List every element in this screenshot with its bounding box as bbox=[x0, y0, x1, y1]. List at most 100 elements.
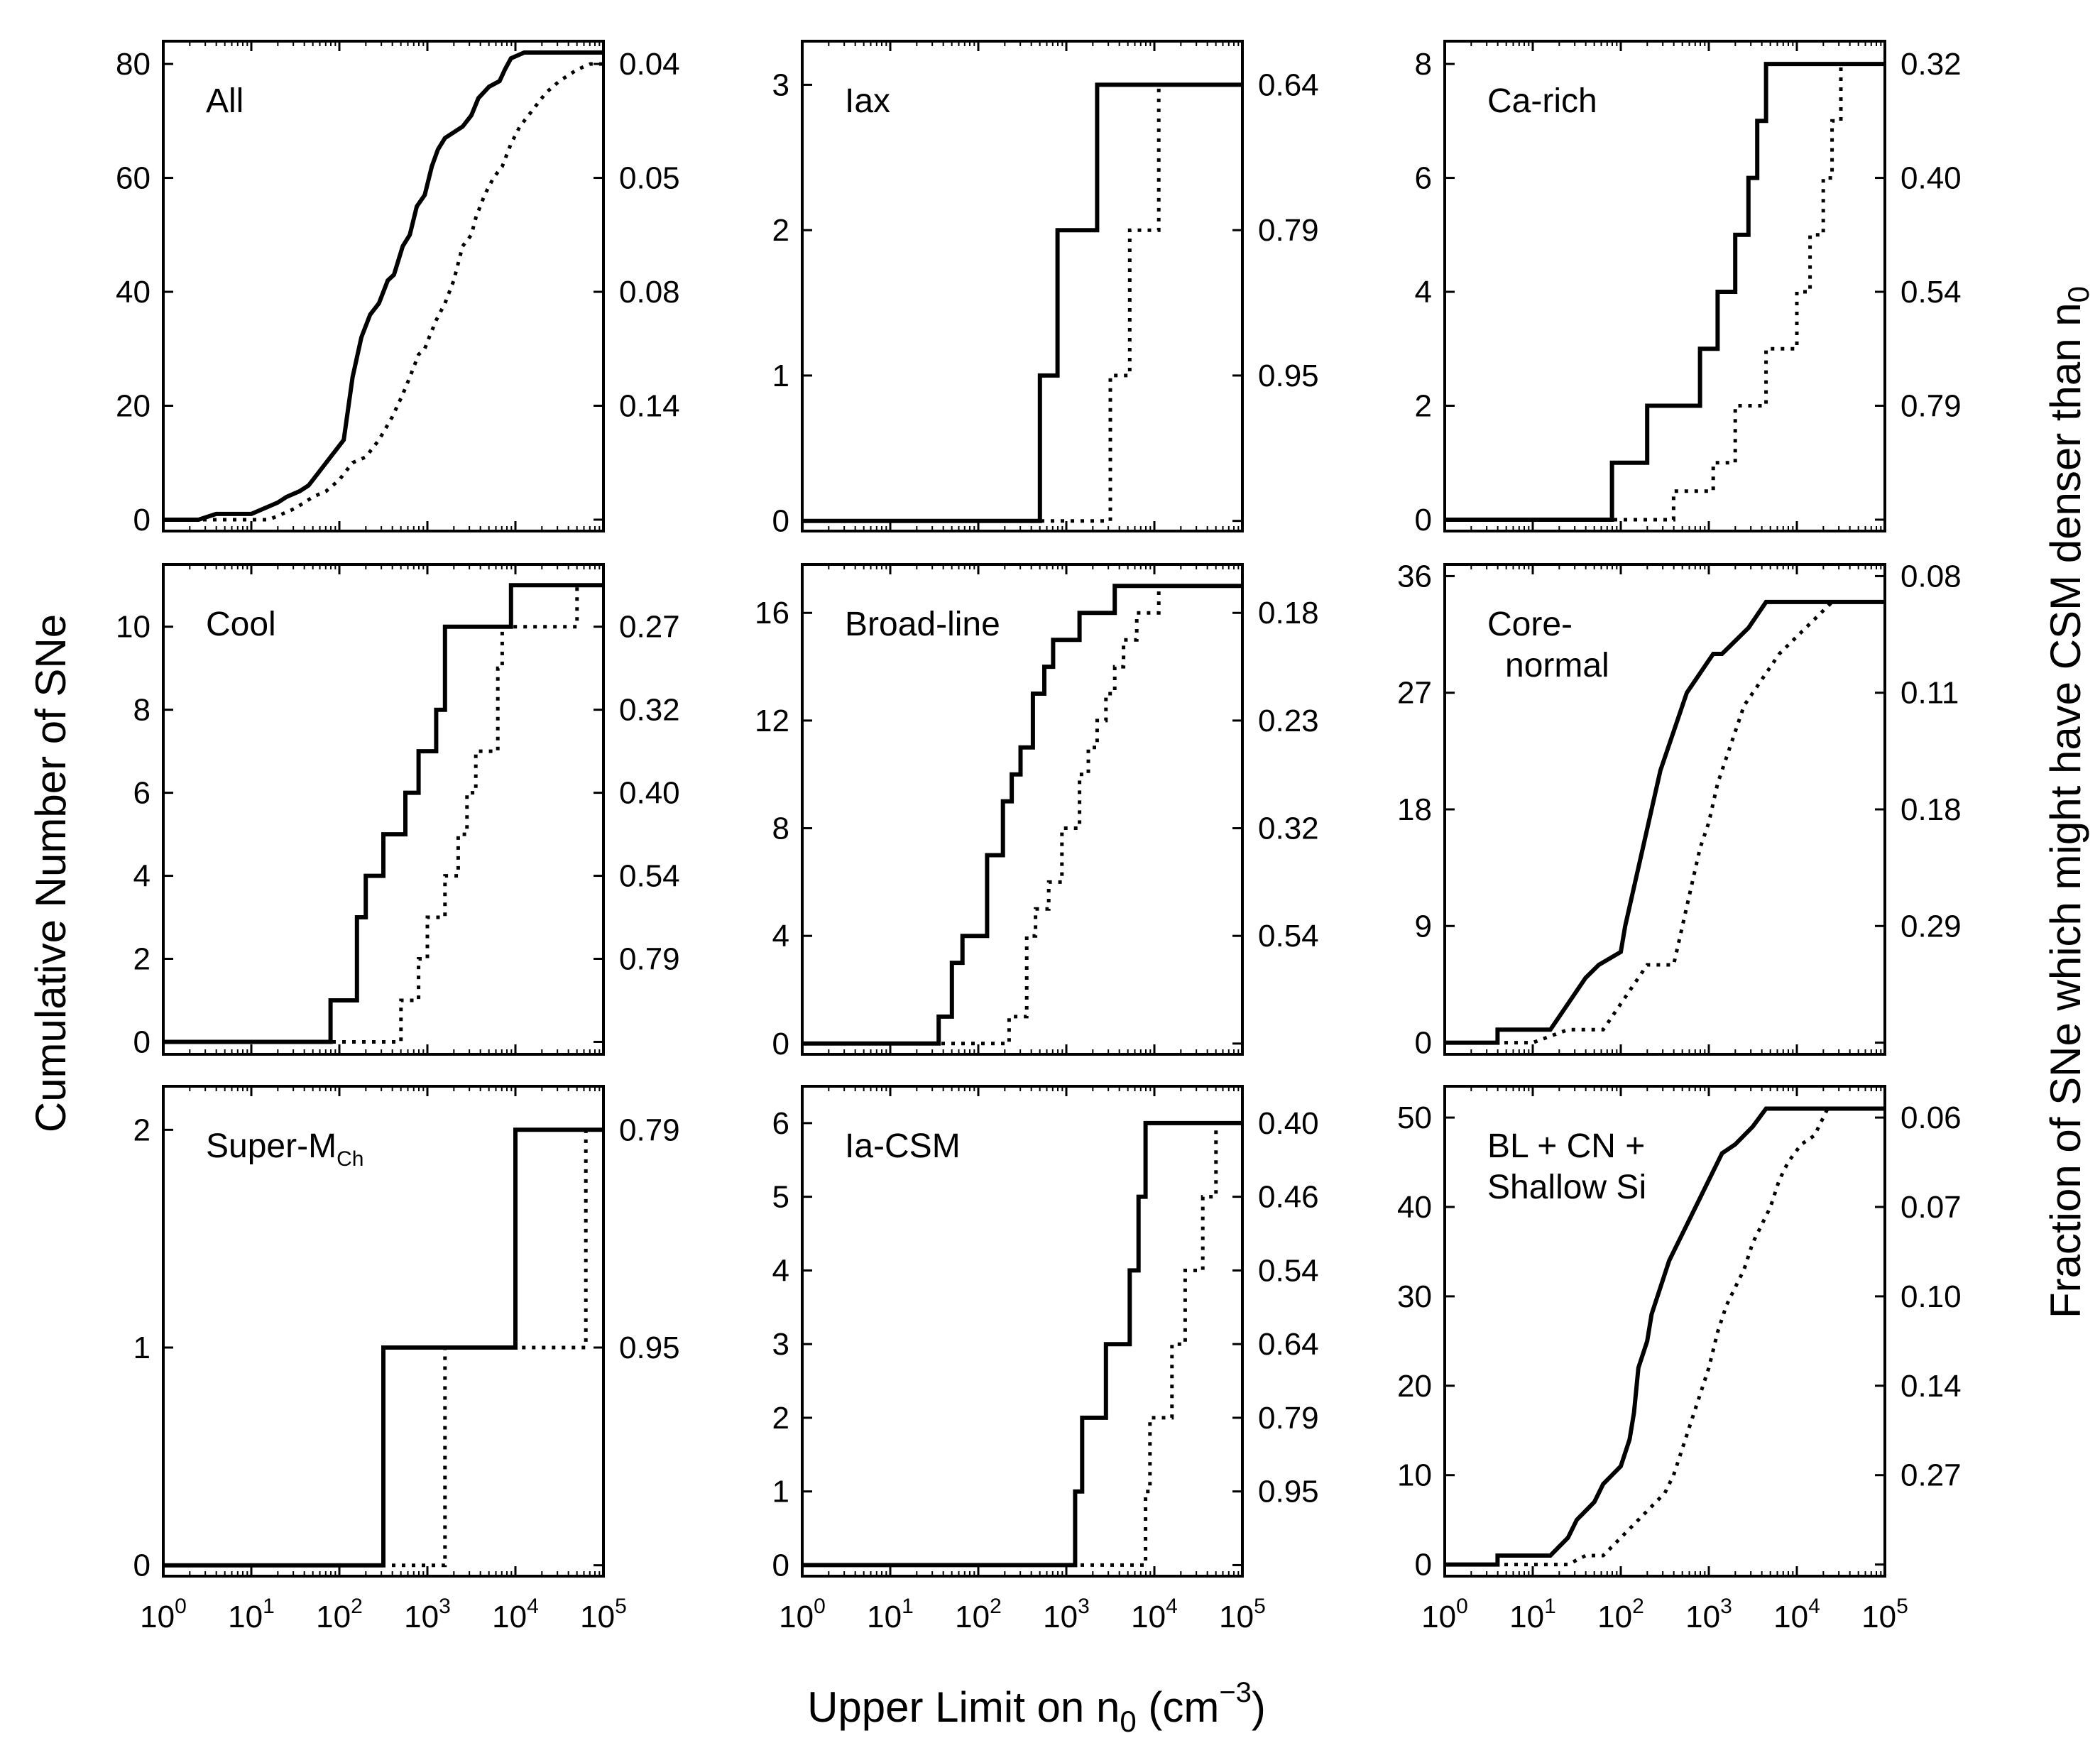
y-tick-label: 0 bbox=[1415, 503, 1432, 537]
x-tick-label: 103 bbox=[1043, 1595, 1090, 1634]
right-tick-label: 0.32 bbox=[1901, 47, 1962, 82]
y-tick-label: 2 bbox=[133, 942, 151, 977]
x-tick-base: 10 bbox=[1597, 1600, 1632, 1634]
panel-label-sub: Ch bbox=[337, 1147, 363, 1171]
x-tick-label: 100 bbox=[1421, 1595, 1468, 1634]
right-tick-label: 0.64 bbox=[1258, 1327, 1319, 1362]
series-dotted-line bbox=[163, 1127, 603, 1568]
right-tick-label: 0.32 bbox=[619, 693, 680, 728]
x-tick-base: 10 bbox=[316, 1600, 351, 1634]
x-axis-title-units: (cm bbox=[1137, 1683, 1220, 1731]
series-solid-line bbox=[163, 1127, 603, 1568]
series-solid-line bbox=[163, 583, 603, 1044]
x-tick-label: 100 bbox=[779, 1595, 826, 1634]
series-solid-line bbox=[163, 50, 603, 522]
y-tick-label: 18 bbox=[1397, 792, 1432, 827]
x-tick-exp: 5 bbox=[1896, 1595, 1908, 1618]
x-tick-base: 10 bbox=[228, 1600, 263, 1634]
right-tick-label: 0.64 bbox=[1258, 67, 1319, 102]
series-dotted-line bbox=[1445, 600, 1885, 1045]
right-tick-label: 0.54 bbox=[1258, 1253, 1319, 1288]
right-tick-label: 0.23 bbox=[1258, 704, 1319, 738]
panel-broad-line: 0 4 8 12 16 0.18 0.23 0.32 0.54 Broad-line bbox=[755, 563, 1319, 1061]
x-tick-label: 102 bbox=[955, 1595, 1002, 1634]
right-tick-label: 0.54 bbox=[1258, 919, 1319, 954]
x-tick-base: 10 bbox=[1219, 1600, 1254, 1634]
right-tick-label: 0.06 bbox=[1901, 1100, 1962, 1135]
right-tick-label: 0.40 bbox=[1258, 1106, 1319, 1141]
right-tick-label: 0.14 bbox=[619, 388, 680, 423]
panel-bl-cn-shallow-si: 0 10 20 30 40 50 0.06 0.07 0.10 0.14 0.27 BL + CN +… bbox=[1397, 1085, 1962, 1583]
x-tick-exp: 3 bbox=[1720, 1595, 1732, 1618]
x-tick-exp: 0 bbox=[175, 1595, 187, 1618]
x-tick-exp: 2 bbox=[990, 1595, 1002, 1618]
right-tick-label: 0.05 bbox=[619, 161, 680, 196]
y-tick-label: 8 bbox=[1415, 47, 1432, 82]
y-tick-label: 2 bbox=[772, 213, 789, 248]
y-tick-label: 30 bbox=[1397, 1279, 1432, 1314]
x-tick-label: 104 bbox=[1131, 1595, 1178, 1634]
x-tick-exp: 2 bbox=[351, 1595, 363, 1618]
series-dotted-line bbox=[802, 1121, 1242, 1567]
y-tick-label: 20 bbox=[116, 388, 151, 423]
panel-frame bbox=[801, 563, 1244, 1056]
y-tick-label: 1 bbox=[772, 359, 789, 393]
panel-all: 0 20 40 60 80 0.04 0.05 0.08 0.14 All bbox=[116, 40, 680, 537]
y-tick-label: 40 bbox=[1397, 1190, 1432, 1225]
x-axis-title-exp: −3 bbox=[1219, 1677, 1252, 1708]
right-tick-label: 0.08 bbox=[619, 275, 680, 310]
panel-frame bbox=[162, 1085, 605, 1578]
right-tick-label: 0.08 bbox=[1901, 559, 1962, 594]
y-tick-label: 27 bbox=[1397, 676, 1432, 711]
x-tick-base: 10 bbox=[1509, 1600, 1544, 1634]
right-tick-label: 0.40 bbox=[1901, 161, 1962, 196]
y-tick-label: 12 bbox=[755, 704, 789, 738]
panel-frame bbox=[1443, 1085, 1886, 1578]
panel-label: Ca-rich bbox=[1487, 82, 1597, 120]
x-tick-base: 10 bbox=[1861, 1600, 1896, 1634]
x-tick-exp: 1 bbox=[1544, 1595, 1556, 1618]
right-tick-label: 0.27 bbox=[619, 610, 680, 645]
panel-label: All bbox=[206, 82, 244, 120]
panel-cool: 0 2 4 6 8 10 0.27 0.32 0.40 0.54 0.79 Cool bbox=[116, 563, 680, 1059]
x-tick-exp: 2 bbox=[1632, 1595, 1644, 1618]
right-tick-label: 0.95 bbox=[1258, 1475, 1319, 1509]
y-tick-label: 10 bbox=[1397, 1458, 1432, 1493]
y-tick-label: 10 bbox=[116, 610, 151, 645]
x-tick-exp: 4 bbox=[527, 1595, 539, 1618]
x-tick-label: 105 bbox=[1219, 1595, 1266, 1634]
panel-label: Iax bbox=[845, 82, 890, 120]
y-tick-label: 5 bbox=[772, 1180, 789, 1215]
x-tick-label: 103 bbox=[1685, 1595, 1732, 1634]
x-axis-title-close: ) bbox=[1252, 1683, 1266, 1731]
series-solid-line bbox=[1445, 599, 1885, 1045]
x-tick-label: 105 bbox=[580, 1595, 627, 1634]
x-tick-exp: 0 bbox=[1456, 1595, 1468, 1618]
x-tick-label: 100 bbox=[140, 1595, 187, 1634]
right-tick-label: 0.29 bbox=[1901, 909, 1962, 944]
series-solid-line bbox=[802, 584, 1242, 1046]
right-tick-label: 0.40 bbox=[619, 776, 680, 811]
x-tick-base: 10 bbox=[580, 1600, 615, 1634]
panel-iax: 0 1 2 3 0.64 0.79 0.95 Iax bbox=[772, 40, 1319, 539]
y-tick-label: 1 bbox=[772, 1475, 789, 1509]
y-tick-label: 4 bbox=[1415, 275, 1432, 310]
y-tick-label: 1 bbox=[133, 1331, 151, 1365]
series-dotted-line bbox=[163, 583, 603, 1044]
right-tick-label: 0.04 bbox=[619, 47, 680, 82]
panel-frame bbox=[162, 40, 605, 532]
series-solid-line bbox=[802, 82, 1242, 523]
y-tick-label: 6 bbox=[1415, 161, 1432, 196]
right-y-axis-title-sub: 0 bbox=[2062, 286, 2095, 302]
y-tick-label: 9 bbox=[1415, 909, 1432, 944]
left-y-axis-title-text: Cumulative Number of SNe bbox=[27, 614, 75, 1132]
right-y-axis-title: Fraction of SNe which might have CSM den… bbox=[2042, 286, 2095, 1318]
panel-label-line: Core- bbox=[1487, 606, 1573, 643]
x-tick-base: 10 bbox=[1421, 1600, 1456, 1634]
series-solid-line bbox=[802, 1120, 1242, 1568]
right-tick-label: 0.10 bbox=[1901, 1279, 1962, 1314]
x-tick-label: 104 bbox=[492, 1595, 539, 1634]
x-tick-exp: 4 bbox=[1808, 1595, 1820, 1618]
